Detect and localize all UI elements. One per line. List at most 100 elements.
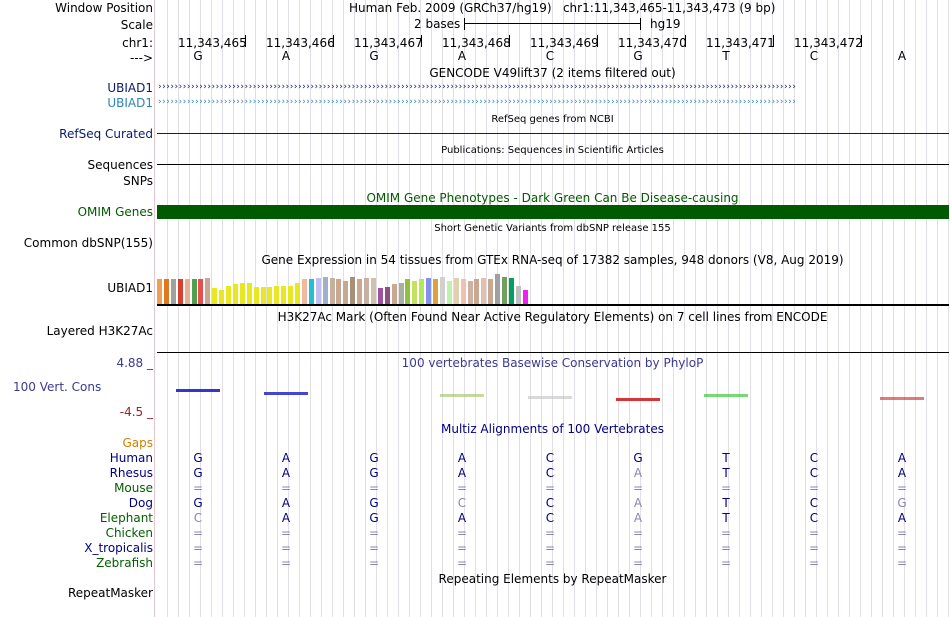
alignment-base: = bbox=[720, 481, 732, 495]
gtex-tissue-bar[interactable] bbox=[246, 283, 252, 304]
gtex-tissue-bar[interactable] bbox=[205, 278, 211, 304]
gtex-tissue-bar[interactable] bbox=[502, 277, 507, 304]
gtex-tissue-bar[interactable] bbox=[377, 288, 383, 304]
gtex-tissue-bar[interactable] bbox=[515, 286, 521, 304]
cons-score-mark[interactable] bbox=[264, 392, 308, 395]
gtex-tissue-bar[interactable] bbox=[467, 281, 473, 304]
h3k27ac-track-label[interactable]: Layered H3K27Ac bbox=[46, 324, 153, 338]
cons-track-label[interactable]: 100 Vert. Cons bbox=[13, 380, 102, 394]
ruler-tick bbox=[245, 35, 246, 47]
gtex-tissue-bar[interactable] bbox=[267, 287, 273, 304]
gtex-tissue-bar[interactable] bbox=[260, 287, 266, 304]
cons-score-mark[interactable] bbox=[440, 394, 484, 397]
gtex-tissue-bar[interactable] bbox=[364, 278, 369, 304]
sequences-line[interactable] bbox=[157, 164, 949, 165]
gtex-tissue-bar[interactable] bbox=[460, 279, 466, 304]
cons-score-mark[interactable] bbox=[616, 398, 660, 401]
gtex-tissue-bar[interactable] bbox=[405, 279, 411, 304]
snps-track-label[interactable]: SNPs bbox=[123, 174, 153, 188]
alignment-base: G bbox=[633, 451, 643, 465]
gtex-tissue-bar[interactable] bbox=[508, 278, 514, 304]
scale-bar bbox=[464, 23, 640, 24]
gtex-tissue-bar[interactable] bbox=[419, 279, 425, 304]
gtex-tissue-bar[interactable] bbox=[357, 279, 363, 304]
alignment-base: = bbox=[808, 526, 820, 540]
gtex-tissue-bar[interactable] bbox=[301, 279, 307, 304]
gtex-tissue-bar[interactable] bbox=[274, 286, 280, 304]
omim-track-label[interactable]: OMIM Genes bbox=[77, 205, 153, 219]
gtex-tissue-bar[interactable] bbox=[232, 284, 238, 304]
gtex-tissue-bar[interactable] bbox=[308, 279, 314, 304]
species-label[interactable]: X_tropicalis bbox=[84, 541, 153, 555]
gencode-gene-ubiad1-1[interactable]: ››››››››››››››››››››››››››››››››››››››››… bbox=[157, 82, 797, 92]
grid-line bbox=[596, 0, 597, 617]
gencode-item-label-2[interactable]: UBIAD1 bbox=[107, 96, 153, 110]
gtex-tissue-bar[interactable] bbox=[315, 278, 321, 304]
gencode-item-label-1[interactable]: UBIAD1 bbox=[107, 81, 153, 95]
species-label[interactable]: Elephant bbox=[99, 511, 153, 525]
gtex-track-label[interactable]: UBIAD1 bbox=[107, 281, 153, 295]
refseq-gene-line[interactable] bbox=[157, 133, 949, 134]
species-label[interactable]: Chicken bbox=[105, 526, 153, 540]
cons-score-mark[interactable] bbox=[528, 396, 572, 399]
gtex-tissue-bar[interactable] bbox=[384, 287, 390, 304]
cons-score-mark[interactable] bbox=[176, 389, 220, 392]
gtex-tissue-bar[interactable] bbox=[295, 283, 300, 304]
gtex-tissue-bar[interactable] bbox=[198, 279, 204, 304]
gtex-tissue-bar[interactable] bbox=[322, 277, 328, 304]
gtex-tissue-bar[interactable] bbox=[329, 278, 335, 304]
dbsnp-track-label[interactable]: Common dbSNP(155) bbox=[23, 236, 153, 250]
gtex-tissue-bar[interactable] bbox=[281, 286, 287, 304]
gtex-tissue-bar[interactable] bbox=[288, 286, 294, 304]
gtex-tissue-bar[interactable] bbox=[522, 290, 528, 304]
gtex-tissue-bar[interactable] bbox=[212, 288, 218, 304]
species-label[interactable]: Rhesus bbox=[109, 466, 153, 480]
gtex-tissue-bar[interactable] bbox=[426, 278, 432, 304]
refseq-track-label[interactable]: RefSeq Curated bbox=[59, 127, 153, 141]
gtex-tissue-bar[interactable] bbox=[163, 279, 169, 304]
gtex-tissue-bar[interactable] bbox=[226, 286, 231, 304]
gtex-tissue-bar[interactable] bbox=[439, 277, 445, 304]
base-letter: G bbox=[633, 49, 643, 63]
gtex-tissue-bar[interactable] bbox=[446, 281, 452, 304]
gtex-tissue-bar[interactable] bbox=[170, 279, 176, 304]
gtex-tissue-bar[interactable] bbox=[433, 279, 438, 304]
scale-label: Scale bbox=[120, 18, 153, 32]
gencode-gene-ubiad1-2[interactable]: ››››››››››››››››››››››››››››››››››››››››… bbox=[157, 97, 797, 107]
gtex-tissue-bar[interactable] bbox=[370, 278, 376, 304]
gtex-tissue-bar[interactable] bbox=[253, 287, 259, 304]
cons-score-mark[interactable] bbox=[880, 397, 924, 400]
species-label[interactable]: Mouse bbox=[114, 481, 153, 495]
species-label[interactable]: Dog bbox=[128, 496, 153, 510]
gtex-tissue-bar[interactable] bbox=[184, 279, 190, 304]
gtex-tissue-bar[interactable] bbox=[488, 279, 494, 304]
alignment-base: = bbox=[808, 556, 820, 570]
gtex-tissue-bar[interactable] bbox=[350, 277, 356, 304]
gtex-tissue-bar[interactable] bbox=[157, 279, 162, 304]
species-label[interactable]: Human bbox=[109, 451, 153, 465]
alignment-base: = bbox=[720, 556, 732, 570]
gtex-tissue-bar[interactable] bbox=[474, 279, 480, 304]
gtex-tissue-bar[interactable] bbox=[481, 278, 487, 304]
gtex-tissue-bar[interactable] bbox=[453, 278, 459, 304]
sequences-track-label[interactable]: Sequences bbox=[87, 158, 153, 172]
species-label[interactable]: Zebrafish bbox=[96, 556, 153, 570]
gtex-tissue-bar[interactable] bbox=[495, 274, 501, 304]
gtex-tissue-bar[interactable] bbox=[239, 283, 245, 304]
cons-score-mark[interactable] bbox=[704, 394, 748, 397]
alignment-base: C bbox=[193, 511, 203, 525]
omim-gene-bar[interactable] bbox=[157, 205, 949, 219]
gtex-tissue-bar[interactable] bbox=[398, 283, 404, 304]
grid-line bbox=[497, 0, 498, 617]
alignment-base: A bbox=[633, 511, 643, 525]
gtex-tissue-bar[interactable] bbox=[177, 279, 183, 304]
gtex-tissue-bar[interactable] bbox=[343, 281, 349, 304]
repeatmasker-track-label[interactable]: RepeatMasker bbox=[67, 586, 153, 600]
gtex-tissue-bar[interactable] bbox=[412, 281, 418, 304]
gtex-tissue-bar[interactable] bbox=[391, 284, 397, 304]
grid-line bbox=[354, 0, 355, 617]
gtex-tissue-bar[interactable] bbox=[336, 279, 342, 304]
gtex-tissue-bar[interactable] bbox=[191, 279, 197, 304]
gtex-tissue-bar[interactable] bbox=[219, 290, 225, 304]
